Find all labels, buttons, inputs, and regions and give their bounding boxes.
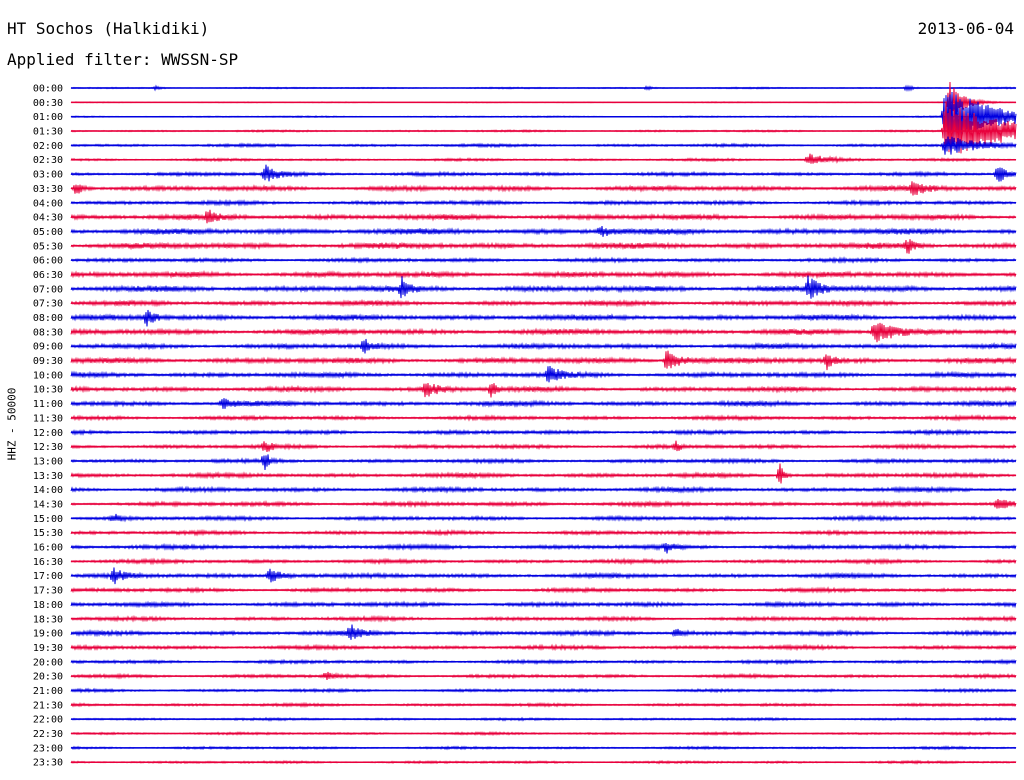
tick-label: 16:30 — [33, 557, 63, 568]
trace-line-1600 — [70, 542, 1017, 554]
trace-line-1030 — [70, 382, 1017, 398]
tick-label: 02:00 — [33, 141, 63, 152]
tick-label: 20:00 — [33, 657, 63, 668]
tick-label: 04:30 — [33, 213, 63, 224]
tick-label: 17:00 — [33, 571, 63, 582]
tick-label: 13:00 — [33, 456, 63, 467]
tick-label: 11:30 — [33, 413, 63, 424]
tick-label: 10:30 — [33, 385, 63, 396]
tick-label: 09:00 — [33, 342, 63, 353]
tick-label: 00:00 — [33, 84, 63, 95]
tick-label: 23:00 — [33, 743, 63, 754]
trace-group — [70, 82, 1017, 765]
filter-label: Applied filter: WWSSN-SP — [7, 50, 239, 69]
tick-label: 07:30 — [33, 299, 63, 310]
trace-line-1300 — [70, 454, 1017, 471]
tick-label: 05:00 — [33, 227, 63, 238]
trace-line-0300 — [70, 164, 1017, 182]
tick-label: 12:30 — [33, 442, 63, 453]
tick-label: 21:30 — [33, 700, 63, 711]
tick-label: 19:00 — [33, 629, 63, 640]
tick-label: 23:30 — [33, 758, 63, 769]
tick-label: 03:30 — [33, 184, 63, 195]
tick-label: 18:00 — [33, 600, 63, 611]
tick-label: 07:00 — [33, 284, 63, 295]
trace-line-1900 — [70, 624, 1017, 640]
tick-label: 02:30 — [33, 155, 63, 166]
tick-label: 15:00 — [33, 514, 63, 525]
tick-label: 13:30 — [33, 471, 63, 482]
tick-label: 11:00 — [33, 399, 63, 410]
tick-label: 21:00 — [33, 686, 63, 697]
tick-label: 19:30 — [33, 643, 63, 654]
trace-line-0230 — [70, 153, 1017, 164]
tick-label: 00:30 — [33, 98, 63, 109]
tick-label: 12:00 — [33, 428, 63, 439]
tick-label: 15:30 — [33, 528, 63, 539]
tick-label: 04:00 — [33, 198, 63, 209]
tick-label: 22:30 — [33, 729, 63, 740]
tick-label: 08:30 — [33, 327, 63, 338]
trace-line-1330 — [70, 463, 1017, 484]
tick-label: 14:30 — [33, 500, 63, 511]
tick-label: 22:00 — [33, 715, 63, 726]
tick-label: 05:30 — [33, 241, 63, 252]
tick-label: 18:30 — [33, 614, 63, 625]
tick-label: 01:30 — [33, 127, 63, 138]
tick-label: 17:30 — [33, 586, 63, 597]
tick-label: 20:30 — [33, 672, 63, 683]
trace-line-1500 — [70, 513, 1017, 523]
tick-label: 16:00 — [33, 543, 63, 554]
tick-label: 06:30 — [33, 270, 63, 281]
tick-label: 10:00 — [33, 370, 63, 381]
tick-label: 03:00 — [33, 170, 63, 181]
station-title: HT Sochos (Halkidiki) — [7, 19, 210, 38]
date-label: 2013-06-04 — [917, 19, 1014, 38]
tick-label: 08:00 — [33, 313, 63, 324]
tick-label: 14:00 — [33, 485, 63, 496]
tick-label: 09:30 — [33, 356, 63, 367]
trace-line-0700 — [70, 275, 1017, 299]
tick-label: 01:00 — [33, 112, 63, 123]
tick-label: 06:00 — [33, 256, 63, 267]
tick-label-group: 00:00 00:30 01:00 01:30 02:00 02:30 03:00 03:30… — [33, 84, 63, 769]
